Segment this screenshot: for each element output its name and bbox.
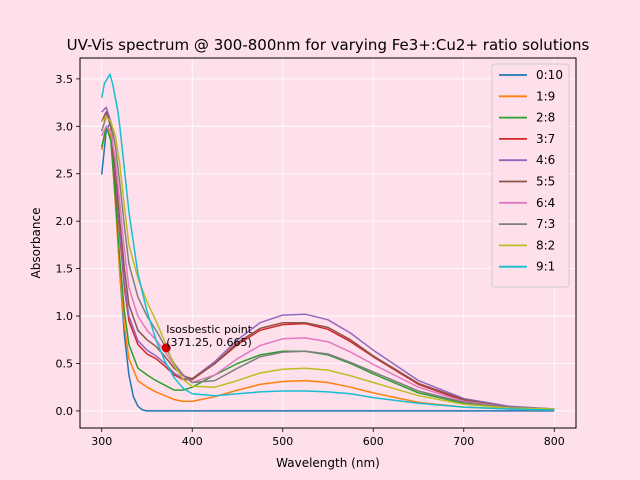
isosbestic-point-marker: [161, 343, 171, 353]
y-tick-label: 1.5: [56, 263, 74, 276]
x-tick-label: 800: [544, 435, 565, 448]
chart-title: UV-Vis spectrum @ 300-800nm for varying …: [67, 36, 590, 54]
legend-box: [491, 63, 570, 288]
legend: 0:10 1:9 2:8 3:7 4:6 5:5 6:4 7:3 8:2 9:1: [491, 63, 570, 288]
legend-label: 7:3: [536, 217, 555, 231]
series-line-9: [101, 116, 555, 410]
legend-label: 3:7: [536, 132, 555, 146]
x-tick-label: 300: [91, 435, 112, 448]
y-tick-label: 0.0: [56, 405, 74, 418]
legend-label: 6:4: [536, 196, 555, 210]
legend-label: 8:2: [536, 238, 555, 252]
series-line-2: [100, 125, 555, 411]
isosbestic-annotation: Isosbestic point (371.25, 0.665): [161, 323, 253, 353]
y-axis-ticks: 0.0 0.5 1.0 1.5 2.0 2.5 3.0 3.5: [56, 73, 80, 418]
legend-label: 4:6: [536, 153, 555, 167]
legend-label: 1:9: [536, 89, 555, 103]
x-tick-label: 600: [363, 435, 384, 448]
series-line-8: [100, 116, 555, 410]
y-tick-label: 1.0: [56, 310, 74, 323]
series-line-6: [101, 111, 555, 410]
series-line-10: [100, 73, 555, 411]
isosbestic-coordinates: (371.25, 0.665): [166, 336, 252, 349]
series-line-3: [100, 125, 555, 411]
legend-label: 9:1: [536, 260, 555, 274]
y-tick-label: 3.5: [56, 73, 74, 86]
plot-frame: [79, 57, 577, 429]
legend-label: 2:8: [536, 111, 555, 125]
x-tick-label: 500: [272, 435, 293, 448]
series-lines: [100, 73, 555, 412]
legend-label: 0:10: [536, 68, 563, 82]
y-tick-label: 2.0: [56, 215, 74, 228]
legend-label: 5:5: [536, 175, 555, 189]
y-axis-label: Absorbance: [29, 208, 43, 279]
x-axis-label: Wavelength (nm): [276, 456, 380, 470]
x-tick-label: 400: [182, 435, 203, 448]
y-tick-label: 0.5: [56, 357, 74, 370]
isosbestic-label: Isosbestic point: [166, 323, 253, 336]
y-tick-label: 3.0: [56, 120, 74, 133]
x-axis-ticks: 300 400 500 600 700 800: [91, 428, 565, 448]
y-tick-label: 2.5: [56, 168, 74, 181]
x-tick-label: 700: [453, 435, 474, 448]
